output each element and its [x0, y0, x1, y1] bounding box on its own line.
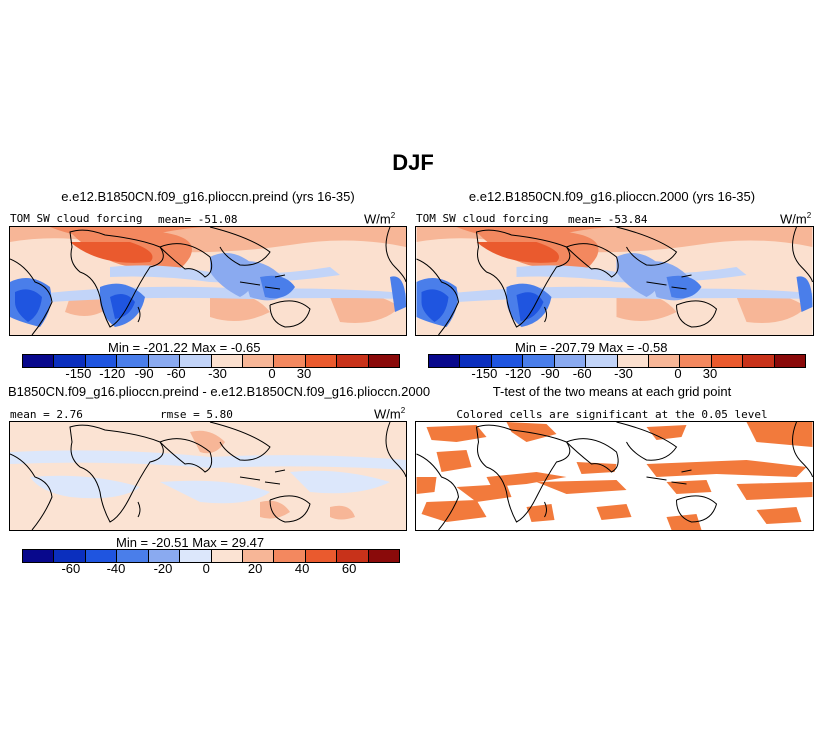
colorbar-swatch — [274, 355, 306, 367]
tick: -150 — [65, 366, 92, 381]
mean-label-preind: mean= -51.08 — [158, 213, 238, 226]
colorbar-swatch — [337, 355, 369, 367]
colorbar-swatch — [85, 355, 118, 367]
colorbar-swatch — [148, 550, 181, 562]
map-2000 — [415, 226, 814, 336]
tick: -120 — [505, 366, 532, 381]
colorbar-swatch — [23, 355, 55, 367]
units-preind: W/m2 — [364, 211, 396, 227]
colorbar-ticks-2000: -150 -120 -90 -60 -30 0 30 — [428, 366, 804, 382]
tick: -60 — [61, 561, 81, 576]
colorbar-swatch — [180, 550, 212, 562]
map-ttest — [415, 421, 814, 531]
tick: 30 — [296, 366, 312, 381]
colorbar-swatch — [617, 355, 649, 367]
field-label-2000: TOM SW cloud forcing — [416, 212, 549, 225]
colorbar-swatch — [242, 550, 275, 562]
units-diff: W/m2 — [374, 406, 406, 422]
colorbar-swatch — [180, 355, 212, 367]
panel-title-ttest: T-test of the two means at each grid poi… — [492, 384, 732, 399]
colorbar-swatch — [274, 550, 306, 562]
colorbar-swatch — [774, 355, 806, 367]
tick: -60 — [166, 366, 186, 381]
tick: 0 — [674, 366, 682, 381]
minmax-2000: Min = -207.79 Max = -0.58 — [515, 340, 668, 355]
colorbar-swatch — [305, 550, 338, 562]
colorbar-swatch — [460, 355, 492, 367]
minmax-preind: Min = -201.22 Max = -0.65 — [108, 340, 261, 355]
colorbar-swatch — [680, 355, 712, 367]
field-label-preind: TOM SW cloud forcing — [10, 212, 143, 225]
tick: 0 — [268, 366, 276, 381]
colorbar-swatch — [368, 550, 400, 562]
colorbar-swatch — [337, 550, 369, 562]
colorbar-swatch — [429, 355, 461, 367]
panel-title-2000: e.e12.B1850CN.f09_g16.plioccn.2000 (yrs … — [468, 189, 756, 204]
tick: -90 — [540, 366, 560, 381]
tick: -150 — [471, 366, 498, 381]
rmse-label-diff: rmse = 5.80 — [160, 408, 233, 421]
colorbar-swatch — [211, 550, 243, 562]
colorbar-preind — [22, 354, 400, 368]
panel-subtitle-ttest: Colored cells are significant at the 0.0… — [456, 408, 768, 421]
panel-title-diff: B1850CN.f09_g16.plioccn.preind - e.e12.B… — [8, 384, 431, 399]
tick: -90 — [134, 366, 154, 381]
colorbar-ticks-preind: -150 -120 -90 -60 -30 0 30 — [22, 366, 398, 382]
map-preind — [9, 226, 407, 336]
colorbar-swatch — [368, 355, 400, 367]
minmax-diff: Min = -20.51 Max = 29.47 — [116, 535, 265, 550]
colorbar-swatch — [648, 355, 681, 367]
map-diff — [9, 421, 407, 531]
colorbar-swatch — [85, 550, 118, 562]
colorbar-swatch — [23, 550, 55, 562]
panel-title-preind: e.e12.B1850CN.f09_g16.plioccn.preind (yr… — [61, 189, 355, 204]
tick: 30 — [702, 366, 718, 381]
tick: 0 — [202, 561, 210, 576]
colorbar-swatch — [54, 355, 86, 367]
colorbar-ticks-diff: -60 -40 -20 0 20 40 60 — [22, 561, 398, 577]
colorbar-swatch — [117, 355, 149, 367]
tick: -20 — [153, 561, 173, 576]
figure-title: DJF — [392, 150, 434, 175]
colorbar-swatch — [554, 355, 587, 367]
colorbar-swatch — [743, 355, 775, 367]
colorbar-swatch — [148, 355, 181, 367]
tick: 60 — [341, 561, 357, 576]
colorbar-swatch — [523, 355, 555, 367]
mean-label-diff: mean = 2.76 — [10, 408, 83, 421]
units-2000: W/m2 — [780, 211, 812, 227]
mean-label-2000: mean= -53.84 — [568, 213, 648, 226]
colorbar-swatch — [491, 355, 524, 367]
tick: -60 — [572, 366, 592, 381]
colorbar-swatch — [305, 355, 338, 367]
colorbar-swatch — [54, 550, 86, 562]
colorbar-swatch — [711, 355, 744, 367]
tick: -30 — [208, 366, 227, 381]
colorbar-swatch — [242, 355, 275, 367]
tick: 20 — [247, 561, 263, 576]
tick: -30 — [614, 366, 633, 381]
tick: 40 — [294, 561, 310, 576]
colorbar-swatch — [117, 550, 149, 562]
tick: -40 — [106, 561, 126, 576]
colorbar-swatch — [586, 355, 618, 367]
colorbar-swatch — [211, 355, 243, 367]
colorbar-diff — [22, 549, 400, 563]
tick: -120 — [99, 366, 126, 381]
colorbar-2000 — [428, 354, 806, 368]
